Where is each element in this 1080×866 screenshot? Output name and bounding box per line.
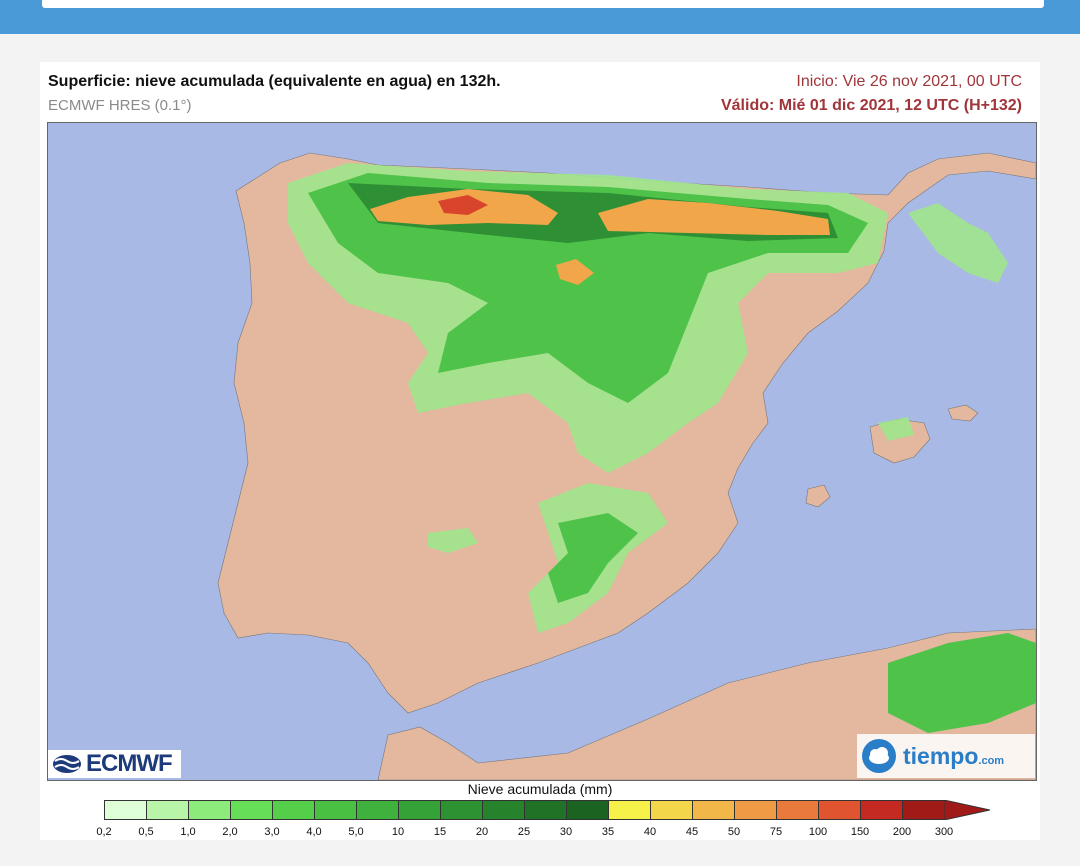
legend-label: 0,5 (138, 826, 154, 838)
legend-swatch (272, 800, 315, 820)
valid-time: Válido: Mié 01 dic 2021, 12 UTC (H+132) (720, 97, 1022, 114)
legend-label: 150 (850, 826, 870, 838)
legend-label: 100 (808, 826, 828, 838)
legend-swatch (650, 800, 693, 820)
legend-label: 50 (727, 826, 741, 838)
legend-swatch (818, 800, 861, 820)
legend-swatch (692, 800, 735, 820)
map-title: Superficie: nieve acumulada (equivalente… (48, 73, 501, 90)
legend-label: 3,0 (264, 826, 280, 838)
menorca (947, 404, 979, 422)
legend-swatch (314, 800, 357, 820)
legend-label: 20 (475, 826, 489, 838)
legend-swatch (482, 800, 525, 820)
legend-arrow-icon (944, 800, 990, 820)
legend-swatch (230, 800, 273, 820)
ibiza (805, 484, 831, 508)
ecmwf-wave-icon (53, 755, 81, 773)
legend-swatch (146, 800, 189, 820)
legend-label: 15 (433, 826, 447, 838)
legend-swatch (776, 800, 819, 820)
top-bar-panel (42, 0, 1044, 8)
ecmwf-logo-text: ECMWF (86, 750, 173, 777)
legend-swatch (902, 800, 945, 820)
cloud-icon (862, 739, 896, 773)
tiempo-logo[interactable]: tiempo.com (857, 734, 1035, 778)
legend-label: 300 (934, 826, 954, 838)
tiempo-logo-text: tiempo.com (903, 742, 1005, 769)
legend-label: 0,2 (96, 826, 112, 838)
legend-swatch (734, 800, 777, 820)
legend-label: 35 (601, 826, 615, 838)
model-label: ECMWF HRES (0.1°) (48, 97, 192, 114)
legend-swatch (608, 800, 651, 820)
legend-swatch (440, 800, 483, 820)
legend-label: 1,0 (180, 826, 196, 838)
snow-overlay (288, 163, 1036, 733)
legend-label: 5,0 (348, 826, 364, 838)
legend-label: 200 (892, 826, 912, 838)
snow-map[interactable] (47, 122, 1037, 781)
legend-swatch (860, 800, 903, 820)
snow-map-graphic (48, 123, 1036, 780)
legend-label: 30 (559, 826, 573, 838)
legend-swatch (104, 800, 147, 820)
legend-swatch (398, 800, 441, 820)
legend-swatch (188, 800, 231, 820)
legend-label: 40 (643, 826, 657, 838)
legend-label: 25 (517, 826, 531, 838)
top-bar (0, 0, 1080, 34)
legend-label: 45 (685, 826, 699, 838)
legend-swatch (356, 800, 399, 820)
legend-label: 10 (391, 826, 405, 838)
legend-label: 2,0 (222, 826, 238, 838)
legend-title: Nieve acumulada (mm) (467, 781, 613, 797)
ecmwf-logo: ECMWF (48, 750, 181, 778)
legend-label: 4,0 (306, 826, 322, 838)
legend-swatch (524, 800, 567, 820)
legend-swatch (566, 800, 609, 820)
legend-label: 75 (769, 826, 783, 838)
init-time: Inicio: Vie 26 nov 2021, 00 UTC (796, 73, 1022, 90)
